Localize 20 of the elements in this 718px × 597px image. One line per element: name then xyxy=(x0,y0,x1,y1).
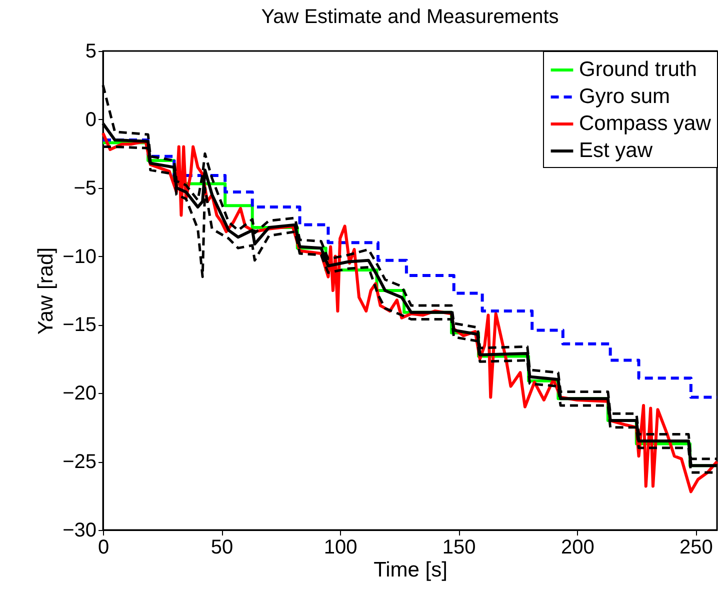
x-tick-label: 100 xyxy=(324,536,358,558)
chart-title: Yaw Estimate and Measurements xyxy=(261,6,559,28)
y-tick-label: −25 xyxy=(62,451,96,474)
y-tick-label: 0 xyxy=(85,108,96,131)
y-tick-label: −5 xyxy=(74,177,96,200)
legend-label: Compass yaw xyxy=(579,112,712,135)
x-tick-label: 250 xyxy=(679,536,713,558)
x-tick-label: 200 xyxy=(560,536,594,558)
y-tick-label: −20 xyxy=(62,382,96,405)
y-tick-label: −30 xyxy=(62,520,96,542)
legend-label: Est yaw xyxy=(579,139,654,162)
x-tick-label: 150 xyxy=(442,536,476,558)
x-tick-label: 50 xyxy=(210,536,234,558)
y-tick-label: −15 xyxy=(62,314,96,336)
y-tick-label: 5 xyxy=(85,40,96,62)
legend-label: Ground truth xyxy=(579,58,697,81)
x-axis-title: Time [s] xyxy=(374,558,448,582)
y-tick-label: −10 xyxy=(62,246,96,268)
y-axis-title: Yaw [rad] xyxy=(34,247,58,335)
legend-label: Gyro sum xyxy=(579,85,670,108)
